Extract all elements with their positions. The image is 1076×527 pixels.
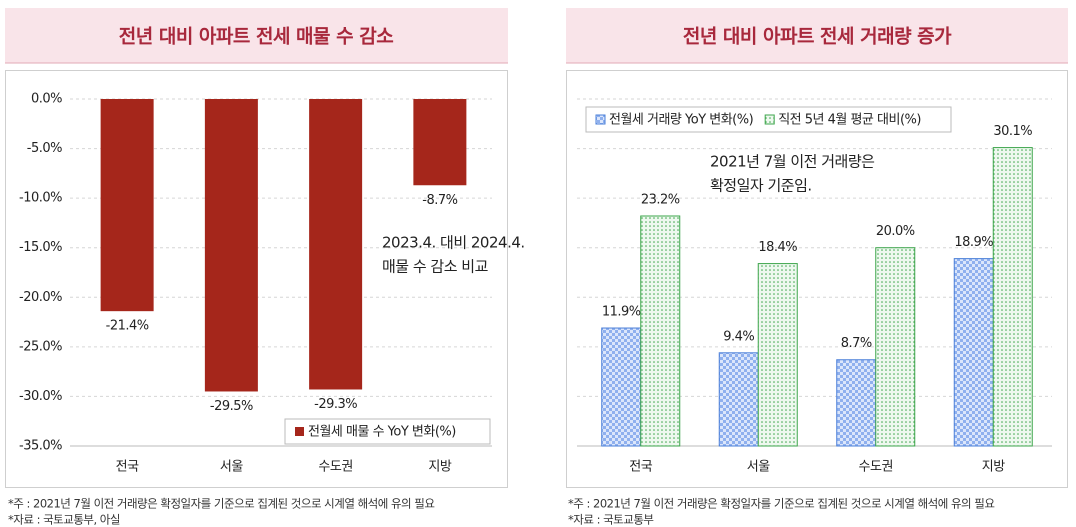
- value-label: 30.1%: [993, 124, 1032, 139]
- x-tick-label: 지방: [428, 460, 451, 475]
- legend-label: 전월세 매물 수 YoY 변화(%): [308, 425, 456, 440]
- bar: [757, 263, 798, 447]
- value-label: -21.4%: [106, 319, 149, 334]
- bar: [953, 258, 994, 447]
- bar: [875, 247, 916, 447]
- legend-swatch: [595, 114, 606, 125]
- panel-frames: [5, 8, 1068, 488]
- y-tick-label: -15.0%: [19, 240, 62, 255]
- value-label: 20.0%: [876, 224, 915, 239]
- legend-swatch: [764, 114, 775, 125]
- value-label: -29.5%: [210, 399, 253, 414]
- annotation: 확정일자 기준임.: [710, 177, 812, 195]
- value-label: 23.2%: [641, 192, 680, 207]
- legend-label: 직전 5년 4월 평균 대비(%): [778, 113, 921, 128]
- value-label: 9.4%: [723, 329, 754, 344]
- bar: [992, 147, 1033, 447]
- x-tick-label: 전국: [116, 460, 139, 475]
- y-tick-label: 0.0%: [31, 92, 62, 107]
- x-tick-label: 서울: [220, 460, 243, 475]
- x-tick-label: 서울: [747, 460, 770, 475]
- value-label: -29.3%: [314, 397, 357, 412]
- value-label: 18.4%: [758, 240, 797, 255]
- value-label: 11.9%: [602, 305, 641, 320]
- legend-swatch: [295, 427, 304, 436]
- annotation: 2021년 7월 이전 거래량은: [710, 153, 874, 171]
- bar: [836, 359, 877, 447]
- annotation: 매물 수 감소 비교: [382, 258, 488, 276]
- y-tick-label: -35.0%: [19, 439, 62, 454]
- bar: [718, 352, 759, 447]
- bar: [601, 327, 642, 447]
- value-label: -8.7%: [422, 193, 457, 208]
- value-label: 8.7%: [841, 336, 872, 351]
- y-tick-label: -25.0%: [19, 339, 62, 354]
- value-label: 18.9%: [954, 235, 993, 250]
- bar: [204, 99, 258, 392]
- bar: [640, 215, 681, 447]
- y-tick-label: -20.0%: [19, 290, 62, 305]
- x-tick-label: 지방: [982, 460, 1005, 475]
- bar: [413, 99, 467, 186]
- bar: [309, 99, 363, 390]
- chart-title: 전년 대비 아파트 전세 거래량 증가: [683, 26, 952, 48]
- footnote: *주 : 2021년 7월 이전 거래량은 확정일자를 기준으로 집계된 것으로…: [8, 497, 434, 511]
- x-tick-label: 전국: [629, 460, 652, 475]
- x-tick-label: 수도권: [859, 460, 893, 475]
- y-tick-label: -30.0%: [19, 389, 62, 404]
- bar: [100, 99, 154, 312]
- chart-title: 전년 대비 아파트 전세 매물 수 감소: [119, 26, 393, 48]
- annotation: 2023.4. 대비 2024.4.: [382, 234, 525, 252]
- y-tick-label: -5.0%: [27, 141, 62, 156]
- legend-box: [284, 418, 491, 445]
- legend-label: 전월세 거래량 YoY 변화(%): [609, 113, 753, 128]
- x-tick-label: 수도권: [318, 460, 352, 475]
- footnote: *자료 : 국토교통부: [568, 513, 654, 527]
- y-tick-label: -10.0%: [19, 191, 62, 206]
- footnote: *자료 : 국토교통부, 아실: [8, 513, 120, 527]
- footnote: *주 : 2021년 7월 이전 거래량은 확정일자를 기준으로 집계된 것으로…: [568, 497, 994, 511]
